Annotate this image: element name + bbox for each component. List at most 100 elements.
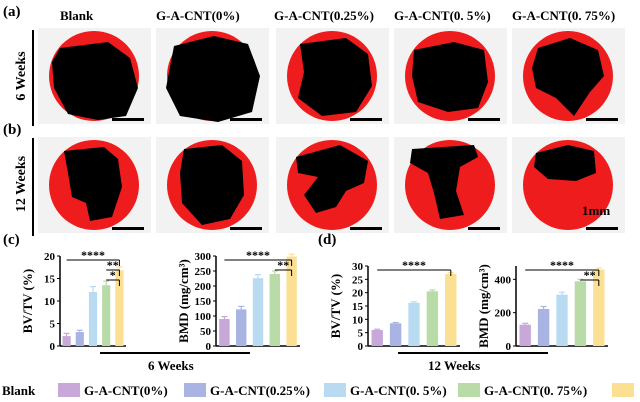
bar [75,332,84,346]
y-tick-label: 200 [495,308,512,320]
significance-label: ** [584,268,596,282]
bar [556,294,568,346]
header-g05: G-A-CNT(0. 5%) [394,8,491,23]
y-tick-label: 10 [44,296,56,308]
y-tick-label: 200 [195,281,212,293]
y-tick-label: 15 [44,274,56,286]
row-divider-1 [32,30,34,126]
ct-image-6w-g025 [276,28,389,124]
bar [235,309,247,346]
scale-bar [230,118,262,121]
bar [574,281,587,346]
scale-bar [112,118,144,121]
y-tick-label: 0 [206,341,212,353]
ct-image-6w-g075 [512,28,625,124]
ct-image-6w-g05 [394,28,507,124]
panel-label-c: (c) [3,232,20,248]
scale-bar [586,227,618,230]
significance-label: **** [246,248,270,262]
y-axis-label: BV/TV (%) [22,269,35,333]
significance-label: **** [81,248,105,262]
ct-image-6w-blank [38,28,151,124]
bar [408,302,420,346]
significance-label: * [110,268,116,282]
y-tick-label: 100 [195,311,212,323]
bar [426,291,439,346]
y-axis-label: BMD (mg/cm³) [176,259,191,343]
legend-swatch-blank [58,383,80,397]
scale-bar [586,118,618,121]
bar [593,269,605,346]
bar [519,324,531,346]
y-tick-label: 150 [195,296,212,308]
bar [115,270,124,346]
y-tick-label: 20 [352,288,364,300]
ct-image-12w-g025 [276,137,389,233]
bar [252,278,264,346]
legend-label-blank: Blank [2,383,36,398]
scale-bar [230,227,262,230]
bar [62,336,71,346]
period-bar-12w [398,352,548,354]
y-tick-label: 10 [352,314,364,326]
y-axis-label: BV/TV (%) [328,274,343,338]
y-tick-label: 400 [495,274,512,286]
period-bar-6w [100,352,250,354]
panel-label-a: (a) [3,4,21,20]
y-axis-label: BMD (mg/cm³) [476,264,491,348]
header-g025: G-A-CNT(0.25%) [274,8,375,23]
y-tick-label: 30 [352,261,364,273]
significance-label: ** [107,258,119,272]
y-tick-label: 5 [50,319,56,331]
panel-label-b: (b) [3,122,22,138]
legend-swatch-g0 [184,383,206,397]
y-tick-label: 20 [44,251,56,263]
bar [88,292,98,346]
legend-swatch-g025 [324,383,346,397]
legend-label-g0: G-A-CNT(0%) [84,383,168,398]
bar [269,274,281,346]
y-tick-label: 300 [195,251,212,263]
y-tick-label: 25 [352,274,364,286]
period-label-12w: 12 Weeks [428,358,481,373]
legend-swatch-g075 [612,383,634,397]
significance-label: ** [277,258,289,272]
ct-image-12w-g075: 1mm [512,137,625,233]
header-g075: G-A-CNT(0. 75%) [512,8,616,23]
bar [286,256,297,346]
y-tick-label: 15 [352,301,364,313]
ct-image-12w-blank [38,137,151,233]
ct-image-12w-g0 [156,137,269,233]
period-label-6w: 6 Weeks [148,358,194,373]
scale-bar [350,118,382,121]
y-tick-label: 250 [195,266,212,278]
row-divider-2 [32,138,34,236]
legend-label-g025: G-A-CNT(0.25%) [210,383,311,398]
y-tick-label: 0 [358,341,364,353]
scale-bar [350,227,382,230]
panel-label-d: (d) [318,232,337,248]
bar [537,309,550,346]
row-label-6weeks: 6 Weeks [14,51,29,101]
legend-swatch-g05 [458,383,480,397]
legend-label-g05: G-A-CNT(0. 5%) [350,383,447,398]
legend-label-g075: G-A-CNT(0. 75%) [484,383,588,398]
bar [445,274,457,346]
row-label-12weeks: 12 Weeks [14,155,29,213]
significance-label: **** [402,258,426,272]
bar [371,330,383,346]
bar [219,319,230,346]
y-tick-label: 0 [506,341,512,353]
header-g0: G-A-CNT(0%) [156,8,240,23]
scale-bar-label: 1mm [582,203,611,218]
ct-image-12w-g05 [394,137,507,233]
scale-bar [468,118,500,121]
scale-bar [112,227,144,230]
header-blank: Blank [60,8,94,23]
scale-bar [468,227,500,230]
bar [102,285,111,346]
bar [389,323,402,346]
